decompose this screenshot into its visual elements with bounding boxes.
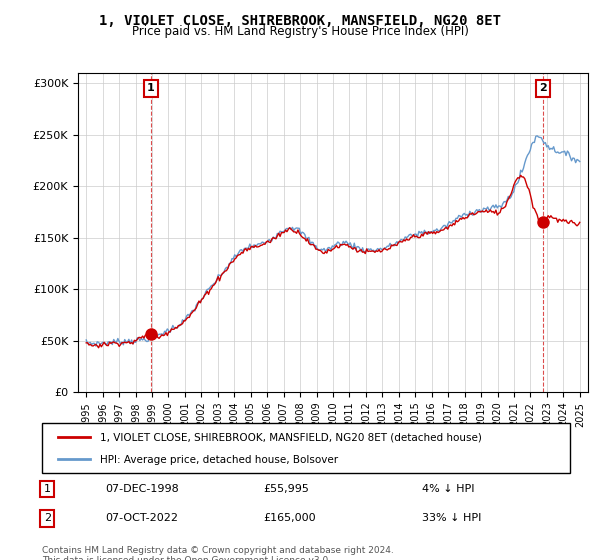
Text: 33% ↓ HPI: 33% ↓ HPI bbox=[422, 514, 482, 524]
Text: 07-OCT-2022: 07-OCT-2022 bbox=[106, 514, 178, 524]
Text: £55,995: £55,995 bbox=[264, 484, 310, 494]
Text: HPI: Average price, detached house, Bolsover: HPI: Average price, detached house, Bols… bbox=[100, 455, 338, 465]
Text: 2: 2 bbox=[539, 83, 547, 94]
Text: 07-DEC-1998: 07-DEC-1998 bbox=[106, 484, 179, 494]
Text: Contains HM Land Registry data © Crown copyright and database right 2024.
This d: Contains HM Land Registry data © Crown c… bbox=[42, 546, 394, 560]
Text: 4% ↓ HPI: 4% ↓ HPI bbox=[422, 484, 475, 494]
Text: £165,000: £165,000 bbox=[264, 514, 316, 524]
FancyBboxPatch shape bbox=[42, 423, 570, 473]
Text: 1: 1 bbox=[147, 83, 155, 94]
Text: 2: 2 bbox=[44, 514, 51, 524]
Text: 1: 1 bbox=[44, 484, 51, 494]
Text: 1, VIOLET CLOSE, SHIREBROOK, MANSFIELD, NG20 8ET (detached house): 1, VIOLET CLOSE, SHIREBROOK, MANSFIELD, … bbox=[100, 433, 482, 443]
Text: 1, VIOLET CLOSE, SHIREBROOK, MANSFIELD, NG20 8ET: 1, VIOLET CLOSE, SHIREBROOK, MANSFIELD, … bbox=[99, 14, 501, 28]
Text: Price paid vs. HM Land Registry's House Price Index (HPI): Price paid vs. HM Land Registry's House … bbox=[131, 25, 469, 38]
